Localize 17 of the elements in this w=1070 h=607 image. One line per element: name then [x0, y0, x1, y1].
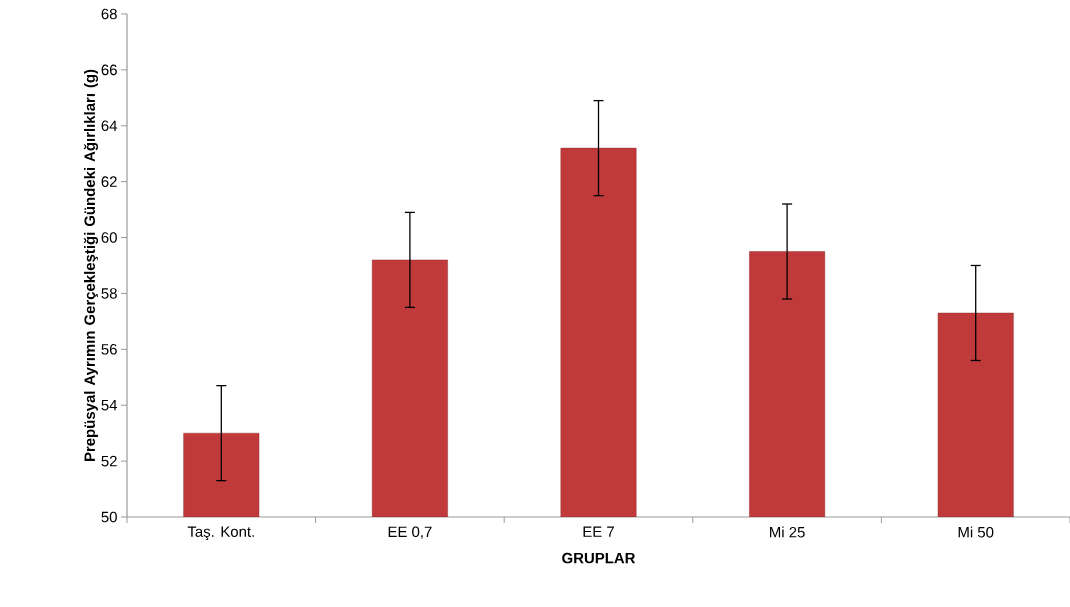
y-tick-label: 52: [101, 455, 117, 467]
y-axis-title: Prepüsyal Ayrımın Gerçekleştiği Gündeki Ağırlıkları (g): [83, 69, 99, 462]
y-tick-label: 62: [101, 176, 117, 187]
x-axis-title: GRUPLAR: [562, 552, 636, 564]
y-tick-label: 64: [101, 120, 118, 132]
x-tick-label: Taş. Kont.: [187, 526, 254, 540]
y-tick-label: 54: [101, 399, 118, 411]
y-tick-label: 60: [101, 232, 117, 243]
x-tick-label: EE 7: [583, 526, 614, 537]
y-tick-label: 56: [101, 344, 117, 355]
x-tick-label: Mi 50: [958, 526, 994, 538]
x-tick-label: EE 0,7: [388, 526, 432, 539]
y-tick-label: 50: [101, 511, 117, 523]
y-tick-label: 66: [101, 64, 117, 76]
y-tick-label: 58: [101, 288, 117, 299]
y-tick-label: 68: [101, 8, 117, 20]
x-tick-label: Mi 25: [770, 526, 805, 538]
